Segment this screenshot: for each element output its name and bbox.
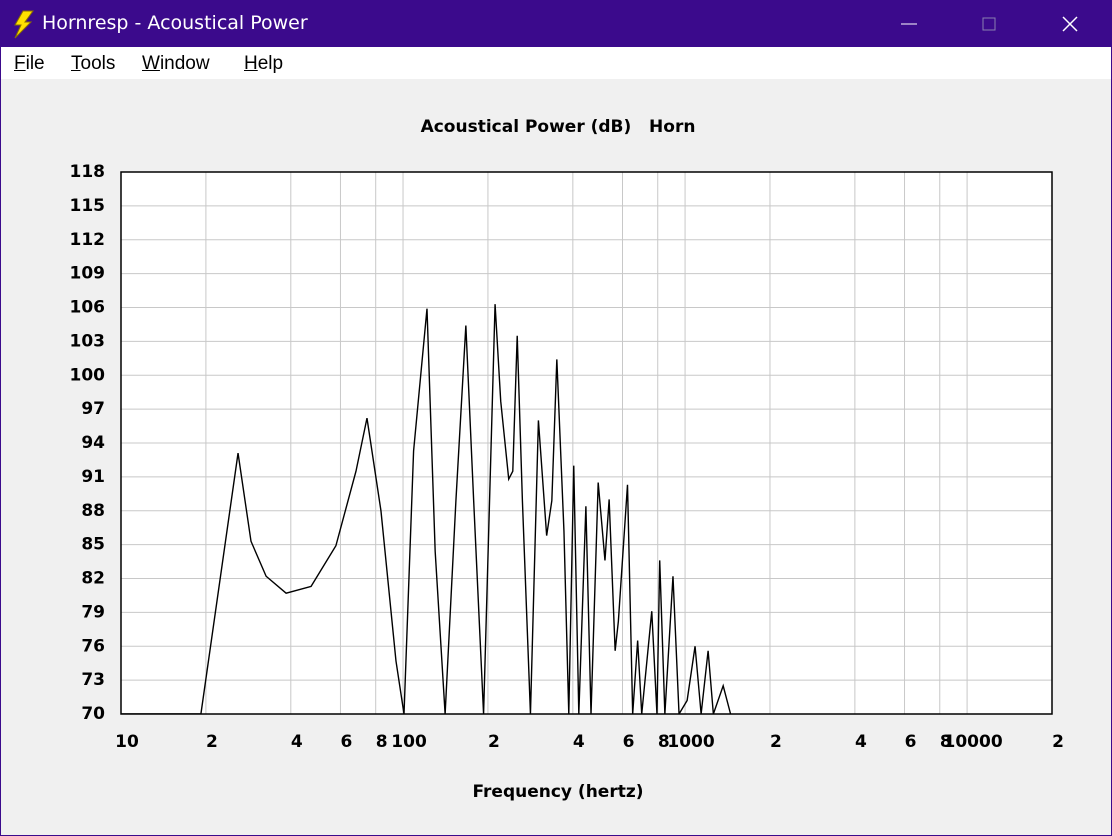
- y-tick-label: 112: [70, 230, 106, 250]
- x-tick-label: 4: [573, 732, 585, 752]
- x-tick-label: 100: [391, 732, 427, 752]
- y-tick-label: 94: [81, 433, 105, 453]
- x-tick-label: 10: [115, 732, 139, 752]
- x-tick-label: 8: [376, 732, 388, 752]
- x-tick-label: 4: [291, 732, 303, 752]
- menu-item[interactable]: Window: [142, 53, 210, 74]
- plot-border: [120, 171, 1053, 715]
- y-tick-label: 76: [81, 636, 105, 656]
- y-tick-label: 118: [70, 162, 106, 182]
- chart-title: Acoustical Power (dB) Horn: [421, 117, 696, 137]
- y-tick-label: 115: [70, 196, 106, 216]
- y-tick-label: 97: [81, 399, 105, 419]
- x-tick-label: 6: [623, 732, 635, 752]
- y-tick-label: 73: [81, 670, 105, 690]
- plot-area: [121, 172, 1052, 714]
- maximize-button[interactable]: [982, 17, 996, 31]
- x-tick-label: 2: [488, 732, 500, 752]
- menu-item[interactable]: Help: [244, 53, 284, 74]
- x-axis-label: Frequency (hertz): [473, 782, 644, 802]
- title-bar: Hornresp - Acoustical Power: [1, 1, 1111, 47]
- menu-bar: File Tools Window Help: [1, 47, 1111, 79]
- close-button[interactable]: [1062, 16, 1078, 32]
- y-tick-label: 106: [70, 298, 106, 318]
- menu-item[interactable]: File: [14, 53, 45, 74]
- y-tick-label: 70: [81, 704, 105, 724]
- x-tick-label: 8: [658, 732, 670, 752]
- app-icon: [14, 10, 34, 39]
- y-tick-label: 109: [70, 264, 106, 284]
- x-tick-label: 2: [770, 732, 782, 752]
- y-tick-label: 82: [81, 569, 105, 589]
- x-tick-label: 10000: [944, 732, 1003, 752]
- x-tick-label: 2: [206, 732, 218, 752]
- x-tick-label: 1000: [667, 732, 714, 752]
- data-line: [121, 304, 732, 714]
- y-tick-label: 88: [81, 501, 105, 521]
- y-tick-label: 85: [81, 535, 105, 555]
- y-tick-label: 103: [70, 331, 106, 351]
- window-title: Hornresp - Acoustical Power: [42, 12, 308, 34]
- window-controls[interactable]: [901, 1, 1111, 47]
- x-tick-label: 6: [905, 732, 917, 752]
- x-tick-label: 4: [855, 732, 867, 752]
- x-tick-label: 6: [341, 732, 353, 752]
- y-tick-label: 100: [70, 365, 106, 385]
- y-tick-label: 91: [81, 467, 105, 487]
- x-tick-label: 8: [940, 732, 952, 752]
- y-tick-label: 79: [81, 602, 105, 622]
- menu-item[interactable]: Tools: [71, 53, 116, 74]
- x-tick-label: 2: [1052, 732, 1064, 752]
